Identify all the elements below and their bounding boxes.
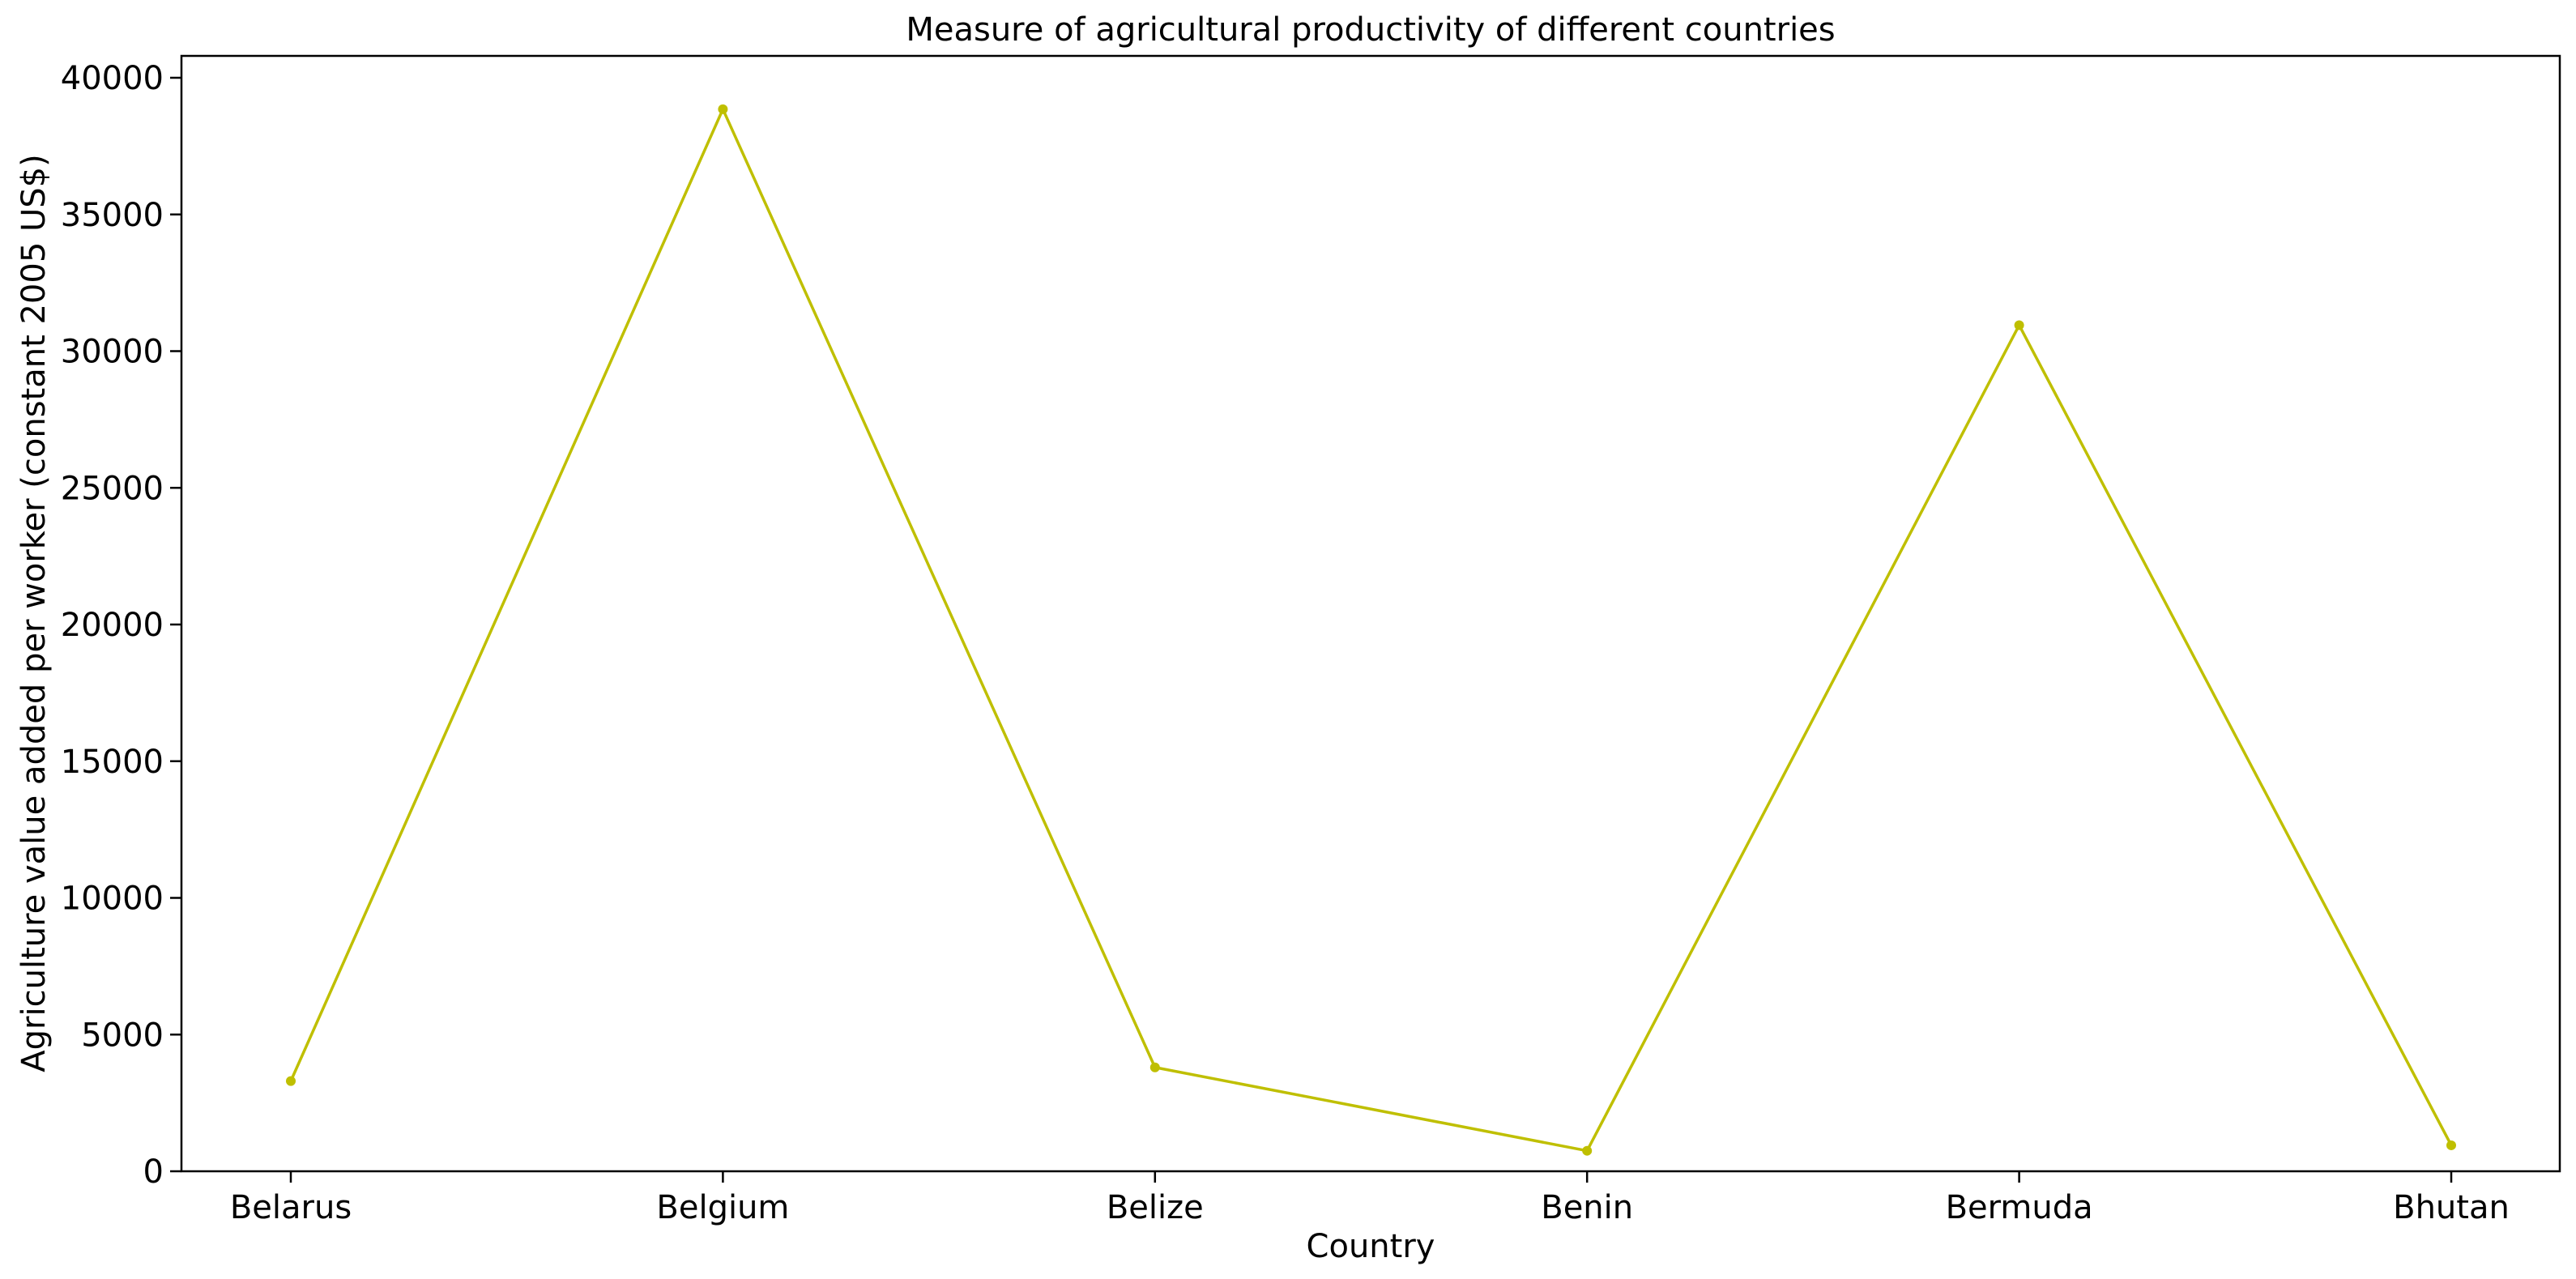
- y-tick-label: 15000: [61, 744, 164, 781]
- chart-title: Measure of agricultural productivity of …: [906, 11, 1835, 49]
- x-axis-title: Country: [1307, 1228, 1435, 1265]
- data-point: [2014, 320, 2024, 330]
- y-axis-title: Agriculture value added per worker (cons…: [15, 154, 53, 1072]
- series-line: [289, 108, 2453, 1153]
- y-tick-label: 30000: [61, 334, 164, 371]
- data-point: [1582, 1145, 1593, 1156]
- plot-frame: [180, 54, 2561, 1173]
- y-tick-label: 40000: [61, 60, 164, 97]
- y-axis: 0 5000 10000 15000 20000 25000 30000 35000 40000: [61, 60, 181, 1191]
- y-tick-label: 25000: [61, 470, 164, 507]
- x-tick-label: Belgium: [656, 1189, 789, 1226]
- data-point: [2446, 1140, 2456, 1150]
- x-tick-label: Belarus: [230, 1189, 352, 1226]
- x-tick-label: Benin: [1541, 1189, 1633, 1226]
- x-axis: Belarus Belgium Belize Benin Bermuda Bhutan: [230, 1171, 2510, 1226]
- y-tick-label: 20000: [61, 607, 164, 644]
- x-tick-label: Belize: [1107, 1189, 1204, 1226]
- x-tick-label: Bermuda: [1946, 1189, 2093, 1226]
- data-point: [718, 104, 728, 114]
- data-point: [1149, 1062, 1160, 1072]
- y-tick-label: 35000: [61, 197, 164, 234]
- y-tick-label: 5000: [81, 1017, 164, 1054]
- x-tick-label: Bhutan: [2393, 1189, 2510, 1226]
- y-tick-label: 10000: [61, 880, 164, 918]
- y-tick-label: 0: [143, 1153, 164, 1191]
- data-point: [286, 1076, 296, 1086]
